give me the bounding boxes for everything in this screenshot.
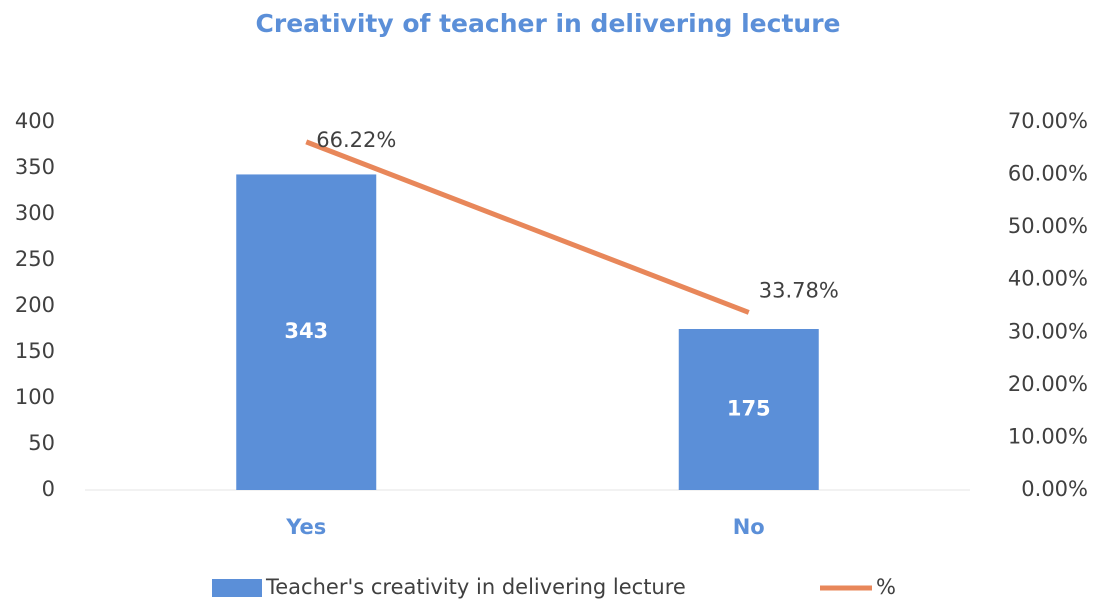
y-tick-label: 250 [15,247,55,271]
bar [236,174,377,490]
y-tick-label: 350 [15,155,55,179]
y-tick-label: 400 [15,109,55,133]
legend-swatch [212,579,262,597]
line-label: 33.78% [759,278,839,302]
y2-tick-label: 50.00% [1008,214,1088,238]
y-tick-label: 100 [15,385,55,409]
bar-label: 175 [727,397,771,421]
line [305,139,750,315]
line-label: 66.22% [316,128,396,152]
y-tick-label: 0 [42,477,55,501]
y2-tick-label: 0.00% [1021,477,1088,501]
y2-tick-label: 20.00% [1008,372,1088,396]
y-tick-label: 300 [15,201,55,225]
y2-tick-label: 60.00% [1008,162,1088,186]
bar [678,329,819,490]
x-tick-label: Yes [285,515,326,539]
y-tick-label: 50 [28,431,55,455]
y2-tick-label: 40.00% [1008,267,1088,291]
y2-tick-label: 30.00% [1008,319,1088,343]
x-tick-label: No [733,515,765,539]
y2-tick-label: 10.00% [1008,424,1088,448]
legend-label: Teacher's creativity in delivering lectu… [265,575,686,599]
y2-tick-label: 70.00% [1008,109,1088,133]
y-tick-label: 200 [15,293,55,317]
chart-title: Creativity of teacher in delivering lect… [256,9,841,38]
legend-label: % [876,575,896,599]
bar-label: 343 [284,319,328,343]
y-tick-label: 150 [15,339,55,363]
